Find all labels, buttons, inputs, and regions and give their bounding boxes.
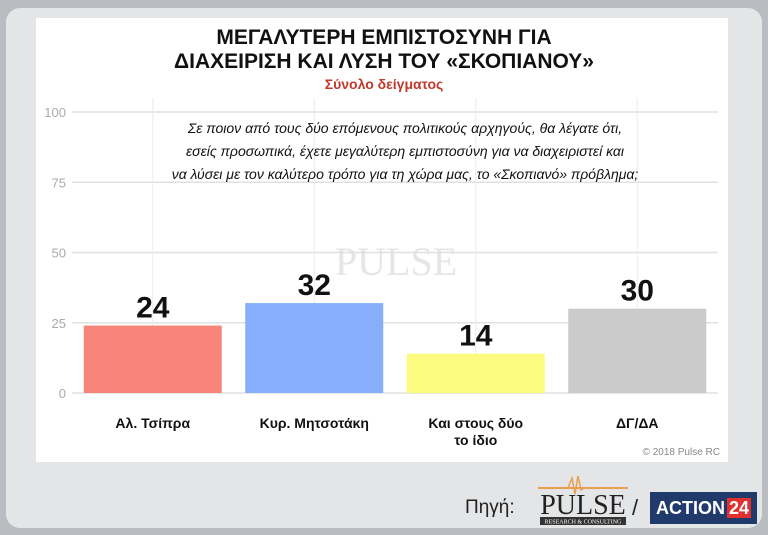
chart-subtitle: Σύνολο δείγματος xyxy=(324,76,444,92)
question-line: να λύσει με τον καλύτερο τρόπο για τη χώ… xyxy=(171,166,639,182)
action-logo-text: ACTION xyxy=(656,498,725,518)
data-label: 24 xyxy=(136,292,170,325)
separator: / xyxy=(632,495,639,520)
x-tick-label: Και στους δύο xyxy=(428,415,523,431)
chart-title-line-2: ΔΙΑΧΕΙΡΙΣΗ ΚΑΙ ΛΥΣΗ ΤΟΥ «ΣΚΟΠΙΑΝΟΥ» xyxy=(174,50,594,73)
watermark-logo: PULSE xyxy=(335,239,457,284)
question-line: εσείς προσωπικά, έχετε μεγαλύτερη εμπιστ… xyxy=(186,143,624,159)
bar xyxy=(406,353,545,393)
action-logo-number: 24 xyxy=(727,498,752,518)
source-label: Πηγή: xyxy=(465,497,515,518)
y-tick-label: 25 xyxy=(52,316,66,331)
y-tick-label: 50 xyxy=(52,246,66,261)
y-tick-label: 0 xyxy=(59,386,66,401)
action24-logo: ACTION 24 xyxy=(650,492,757,524)
pulse-logo: PULSE RESEARCH & CONSULTING xyxy=(538,476,628,526)
bar xyxy=(568,308,707,393)
bar xyxy=(83,325,222,393)
chart-title-line-1: ΜΕΓΑΛΥΤΕΡΗ ΕΜΠΙΣΤΟΣΥΝΗ ΓΙΑ xyxy=(216,26,552,49)
svg-text:RESEARCH & CONSULTING: RESEARCH & CONSULTING xyxy=(545,520,622,526)
x-tick-label: ΔΓ/ΔΑ xyxy=(616,415,659,431)
data-label: 14 xyxy=(459,320,493,353)
svg-text:PULSE: PULSE xyxy=(540,490,626,521)
x-tick-label: το ίδιο xyxy=(454,432,497,448)
x-tick-label: Κυρ. Μητσοτάκη xyxy=(260,415,369,431)
survey-question: Σε ποιον από τους δύο επόμενους πολιτικο… xyxy=(100,117,710,186)
bar xyxy=(245,303,384,393)
x-tick-label: Αλ. Τσίπρα xyxy=(115,415,190,431)
y-tick-label: 100 xyxy=(44,105,66,120)
question-line: Σε ποιον από τους δύο επόμενους πολιτικο… xyxy=(187,120,623,136)
data-label: 30 xyxy=(621,275,654,308)
copyright: © 2018 Pulse RC xyxy=(642,447,720,458)
y-tick-label: 75 xyxy=(52,175,66,190)
data-label: 32 xyxy=(298,269,331,302)
